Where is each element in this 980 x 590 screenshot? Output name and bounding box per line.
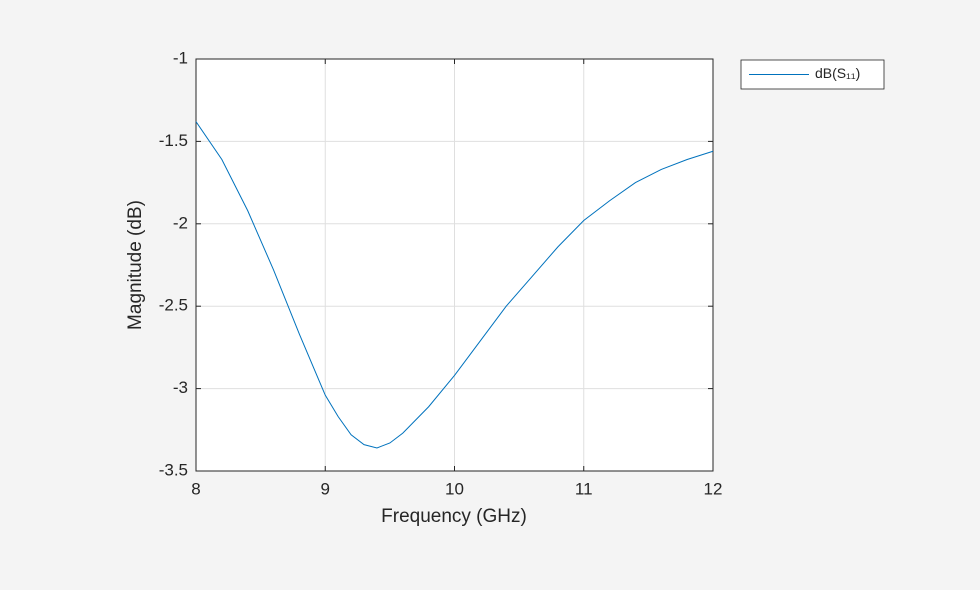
x-tick-label: 11 bbox=[575, 479, 593, 498]
legend-label: dB(S₁₁) bbox=[815, 65, 860, 81]
x-tick-label: 12 bbox=[704, 479, 723, 498]
y-tick-label: -2.5 bbox=[159, 296, 188, 315]
y-tick-label: -3 bbox=[173, 378, 188, 397]
x-axis-label: Frequency (GHz) bbox=[381, 506, 527, 527]
y-tick-label: -1.5 bbox=[159, 131, 188, 150]
axes-box bbox=[195, 58, 714, 472]
x-tick-label: 10 bbox=[445, 479, 464, 498]
x-tick-label: 8 bbox=[191, 479, 200, 498]
y-tick-label: -2 bbox=[173, 213, 188, 232]
y-axis-label: Magnitude (dB) bbox=[125, 200, 146, 330]
y-tick-label: -1 bbox=[173, 48, 188, 67]
x-tick-label: 9 bbox=[321, 479, 330, 498]
y-tick-label: -3.5 bbox=[159, 460, 188, 479]
data-line bbox=[195, 121, 714, 449]
